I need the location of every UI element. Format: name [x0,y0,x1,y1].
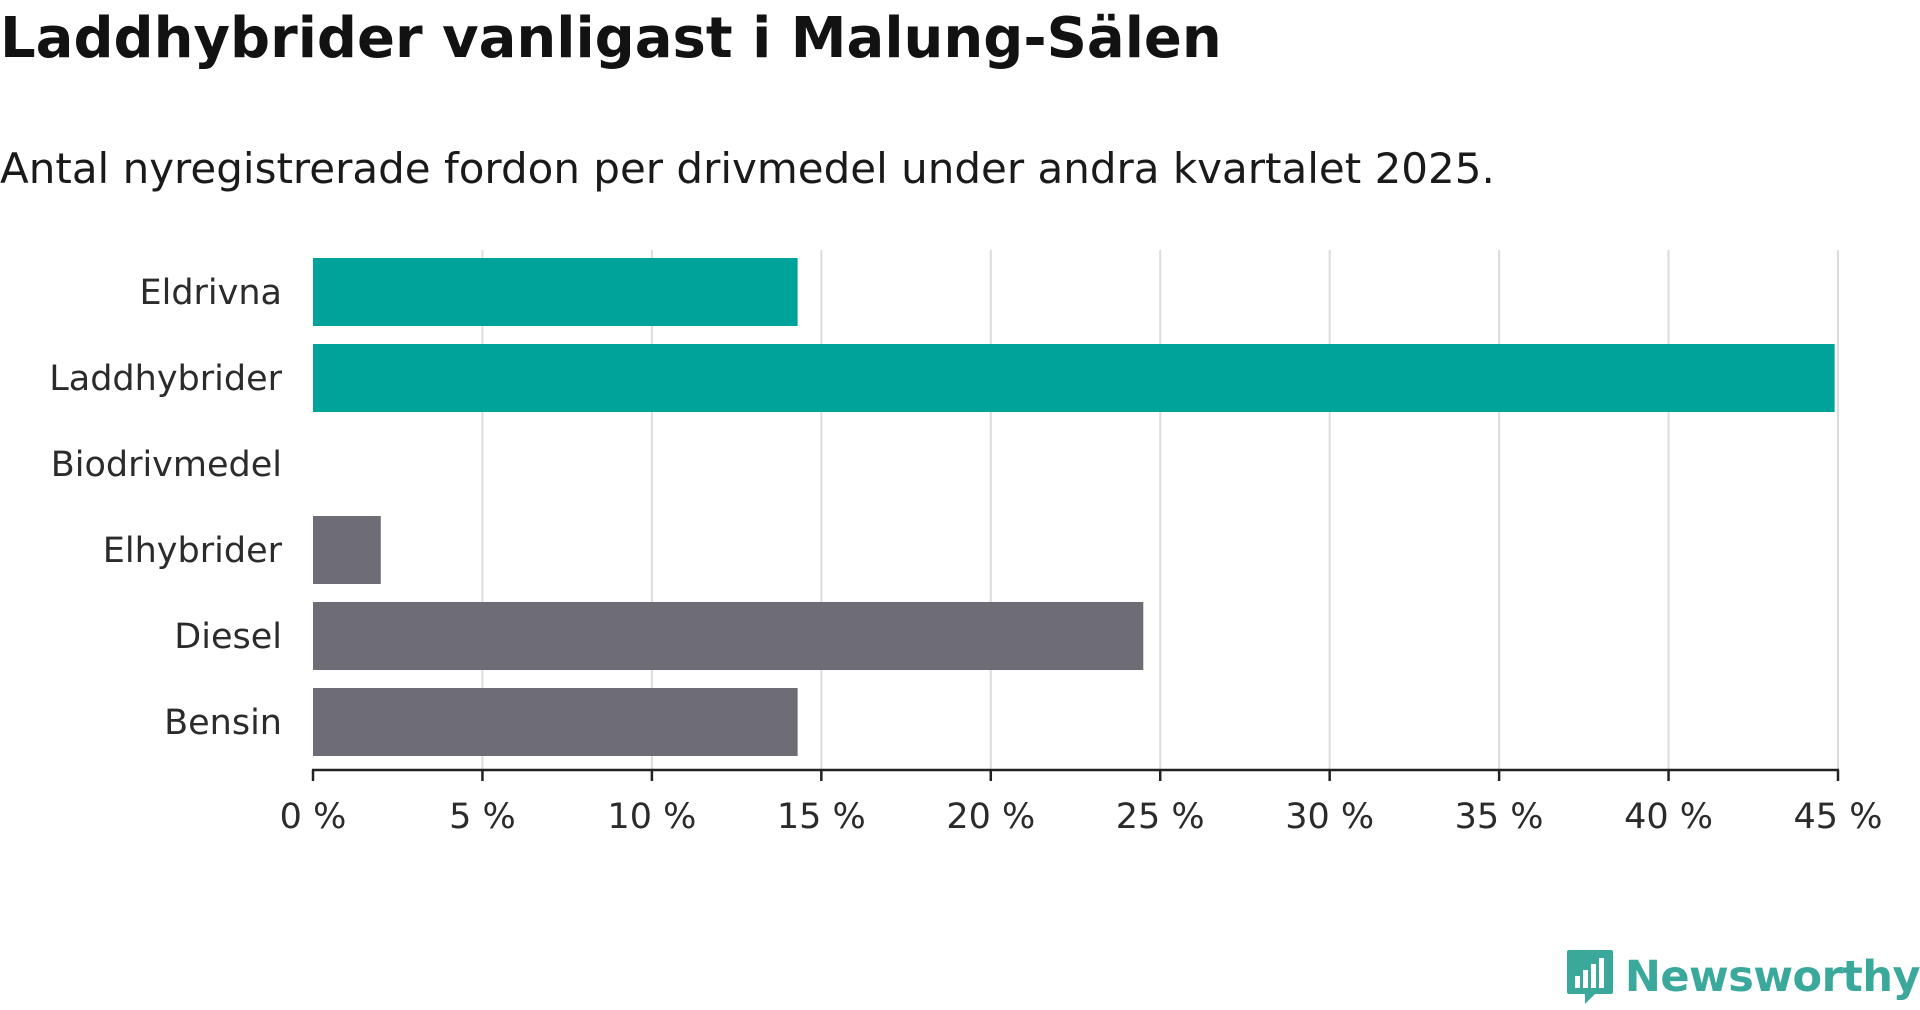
gridlines [481,250,1839,770]
brand-logo[interactable]: Newsworthy [1565,944,1920,1010]
newsworthy-logo-icon [1566,950,1613,1004]
bar [313,688,798,756]
bar [313,258,798,326]
page-subtitle: Antal nyregistrerade fordon per drivmede… [0,144,1495,193]
bar [313,516,381,584]
x-tick-label: 35 % [1455,797,1544,837]
x-tick-label: 0 % [280,797,347,837]
category-labels: Eldrivna Laddhybrider Biodrivmedel Elhybrid… [49,273,282,743]
brand-name: Newsworthy [1624,952,1920,1002]
x-tick-label: 40 % [1624,797,1713,837]
x-tick-label: 5 % [449,797,516,837]
category-label: Eldrivna [139,273,282,313]
page-title: Laddhybrider vanligast i Malung-Sälen [0,6,1222,71]
x-tick-label: 20 % [946,797,1035,837]
category-label: Bensin [164,703,282,743]
category-label: Diesel [174,617,282,657]
category-label: Biodrivmedel [51,445,282,485]
bar [313,602,1144,670]
x-tick-label: 25 % [1116,797,1205,837]
category-label: Elhybrider [103,531,283,571]
x-tick-label: 45 % [1794,797,1883,837]
bar [313,344,1835,412]
x-axis: 0 % 5 % 10 % 15 % 20 % 25 % 30 % 35 % 40 % 45 % [280,768,1883,837]
bars [313,258,1835,756]
x-tick-label: 30 % [1285,797,1374,837]
x-tick-label: 15 % [777,797,866,837]
category-label: Laddhybrider [49,359,282,399]
x-tick-label: 10 % [607,797,696,837]
